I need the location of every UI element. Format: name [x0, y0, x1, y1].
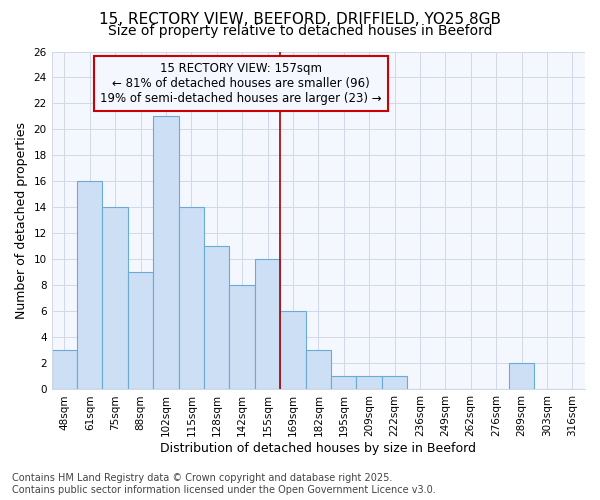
Bar — [509, 364, 534, 390]
Bar — [153, 116, 179, 390]
Bar — [103, 208, 128, 390]
Bar — [52, 350, 77, 390]
Bar — [382, 376, 407, 390]
Text: Size of property relative to detached houses in Beeford: Size of property relative to detached ho… — [108, 24, 492, 38]
Text: 15, RECTORY VIEW, BEEFORD, DRIFFIELD, YO25 8GB: 15, RECTORY VIEW, BEEFORD, DRIFFIELD, YO… — [99, 12, 501, 28]
Bar — [229, 286, 255, 390]
Bar — [128, 272, 153, 390]
X-axis label: Distribution of detached houses by size in Beeford: Distribution of detached houses by size … — [160, 442, 476, 455]
Text: 15 RECTORY VIEW: 157sqm
← 81% of detached houses are smaller (96)
19% of semi-de: 15 RECTORY VIEW: 157sqm ← 81% of detache… — [100, 62, 382, 104]
Bar — [77, 182, 103, 390]
Y-axis label: Number of detached properties: Number of detached properties — [15, 122, 28, 319]
Bar — [255, 260, 280, 390]
Bar — [356, 376, 382, 390]
Bar — [179, 208, 204, 390]
Bar — [305, 350, 331, 390]
Bar — [280, 312, 305, 390]
Bar — [204, 246, 229, 390]
Text: Contains HM Land Registry data © Crown copyright and database right 2025.
Contai: Contains HM Land Registry data © Crown c… — [12, 474, 436, 495]
Bar — [331, 376, 356, 390]
